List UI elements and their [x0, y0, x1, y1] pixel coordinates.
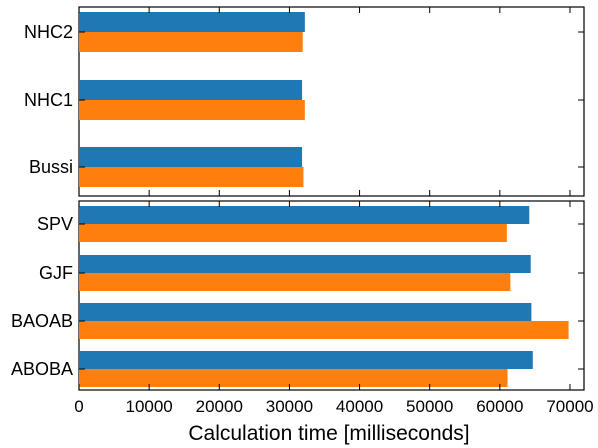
top-panel: NHC2 NHC1 Bussi: [24, 6, 585, 197]
bar-aboba-series-1: [79, 351, 533, 369]
bar-gjf-series-2: [79, 273, 511, 291]
x-tick-label: 30000: [266, 397, 313, 416]
bar-spv-series-2: [79, 224, 507, 242]
category-label-spv: SPV: [37, 214, 73, 234]
bar-nhc2-series-1: [79, 12, 305, 32]
bottom-panel: SPV GJF BAOAB ABOBA: [11, 200, 585, 391]
category-label-baoab: BAOAB: [11, 311, 73, 331]
panel-frame: [78, 200, 585, 391]
x-tick-label: 0: [74, 397, 83, 416]
x-tick-label: 60000: [476, 397, 523, 416]
bar-baoab-series-1: [79, 303, 532, 321]
x-axis-title: Calculation time [milliseconds]: [188, 422, 469, 445]
bar-gjf-series-1: [79, 255, 531, 273]
category-label-gjf: GJF: [39, 263, 73, 283]
bar-bussi-series-2: [79, 167, 304, 187]
bar-nhc1-series-2: [79, 100, 305, 120]
x-tick-label: 70000: [546, 397, 593, 416]
bar-baoab-series-2: [79, 321, 569, 339]
bar-nhc1-series-1: [79, 80, 303, 100]
category-label-nhc1: NHC1: [24, 90, 73, 110]
category-label-bussi: Bussi: [29, 157, 73, 177]
x-tick-label: 50000: [406, 397, 453, 416]
x-tick-label: 10000: [125, 397, 172, 416]
bar-nhc2-series-2: [79, 32, 303, 52]
x-tick-label: 40000: [336, 397, 383, 416]
bar-spv-series-1: [79, 206, 530, 224]
category-label-aboba: ABOBA: [11, 359, 73, 379]
category-label-nhc2: NHC2: [24, 22, 73, 42]
bar-aboba-series-2: [79, 369, 508, 387]
x-tick-label: 20000: [196, 397, 243, 416]
bar-bussi-series-1: [79, 147, 303, 167]
x-axis-ticks: 0 10000 20000 30000 40000 50000 60000 70000: [74, 397, 593, 416]
